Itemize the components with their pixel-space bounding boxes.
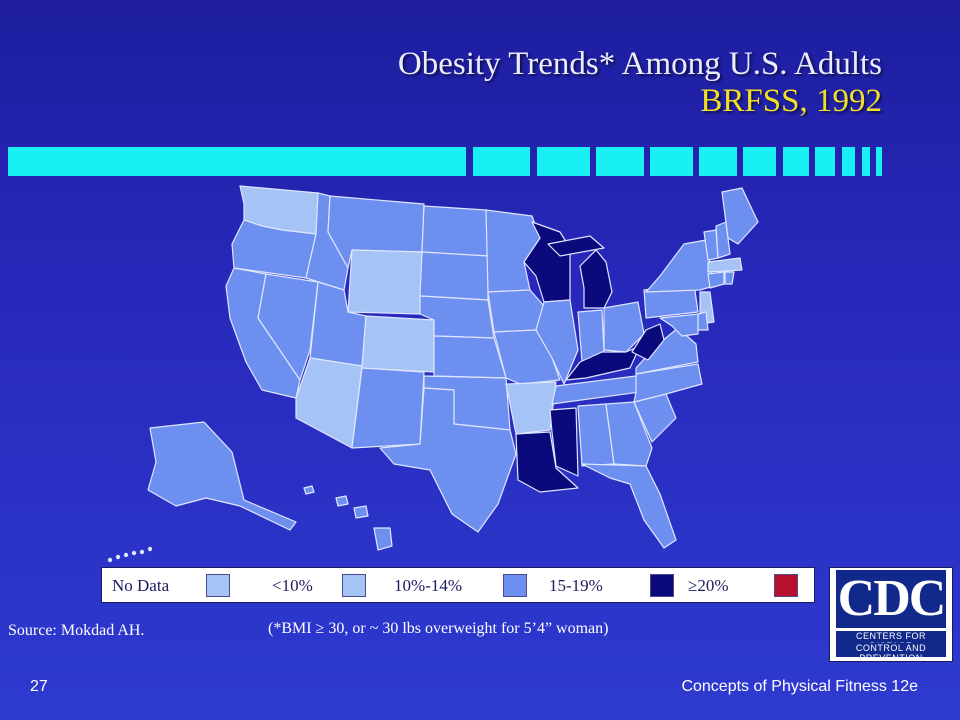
decorative-bar <box>876 147 882 176</box>
cdc-logo-mark: CDC <box>836 570 946 628</box>
state-az <box>295 357 363 449</box>
state-ar <box>505 381 557 435</box>
legend-swatch-lt10 <box>342 574 366 597</box>
state-ga <box>605 401 653 467</box>
legend-label-10-14: 10%-14% <box>394 576 462 595</box>
state-tx <box>379 387 517 533</box>
decorative-bar <box>8 147 466 176</box>
title-line-1: Obesity Trends* Among U.S. Adults <box>397 46 882 82</box>
decorative-bar <box>596 147 644 176</box>
aleutian-island <box>139 549 145 555</box>
book-title: Concepts of Physical Fitness 12e <box>681 678 918 695</box>
state-oh <box>603 301 645 353</box>
state-mi <box>547 235 613 309</box>
slide-title: Obesity Trends* Among U.S. Adults BRFSS,… <box>398 46 882 120</box>
cdc-logo: CDC CENTERS FOR DISEASE CONTROL AND PREV… <box>829 567 953 663</box>
decorative-bar <box>862 147 870 176</box>
state-ma <box>707 257 743 273</box>
aleutian-island <box>115 554 121 560</box>
state-ms <box>549 407 579 477</box>
state-me <box>721 187 759 245</box>
aleutian-island <box>131 550 137 556</box>
legend-label-15-19: 15-19% <box>549 576 603 595</box>
decorative-bar <box>473 147 530 176</box>
legend-label-no-data: No Data <box>112 576 170 595</box>
decorative-bar <box>743 147 776 176</box>
title-line-2: BRFSS, 1992 <box>700 82 882 119</box>
state-co <box>361 315 435 373</box>
state-ny <box>645 239 715 293</box>
bmi-footnote: (*BMI ≥ 30, or ~ 30 lbs overweight for 5… <box>268 620 609 637</box>
source-note: Source: Mokdad AH. <box>8 622 145 639</box>
state-ks <box>433 335 507 379</box>
state-hi <box>303 485 393 551</box>
decorative-bar <box>650 147 693 176</box>
legend-swatch-10-14 <box>503 574 527 597</box>
state-de <box>697 311 709 331</box>
state-fl <box>581 463 677 549</box>
decorative-bar <box>783 147 809 176</box>
state-ak <box>147 421 297 531</box>
state-nm <box>351 367 425 449</box>
state-nc <box>633 363 703 403</box>
state-la <box>515 431 579 493</box>
state-nd <box>421 205 489 257</box>
legend-swatch-ge20 <box>774 574 798 597</box>
state-md <box>659 313 699 337</box>
state-ia <box>487 289 545 333</box>
legend-swatch-15-19 <box>650 574 674 597</box>
legend-label-lt10: <10% <box>272 576 313 595</box>
state-ky <box>565 345 641 381</box>
aleutian-island <box>123 552 129 558</box>
legend-label-ge20: ≥20% <box>688 576 729 595</box>
state-nv <box>257 273 319 381</box>
decorative-bar <box>699 147 737 176</box>
state-ct <box>707 271 725 289</box>
state-il <box>535 299 579 385</box>
state-sd <box>419 251 489 301</box>
state-wy <box>347 249 423 315</box>
aleutian-island <box>147 546 153 552</box>
state-wv <box>631 323 665 361</box>
aleutian-island <box>107 557 113 563</box>
map-legend: No Data <10% 10%-14% 15-19% ≥20% <box>101 567 815 603</box>
cdc-logo-line2: CONTROL AND PREVENTION <box>836 643 946 663</box>
legend-swatch-no-data <box>206 574 230 597</box>
decorative-bar <box>842 147 855 176</box>
state-ri <box>724 271 735 285</box>
slide-number: 27 <box>30 678 48 695</box>
decorative-bar <box>537 147 590 176</box>
decorative-bar <box>815 147 835 176</box>
